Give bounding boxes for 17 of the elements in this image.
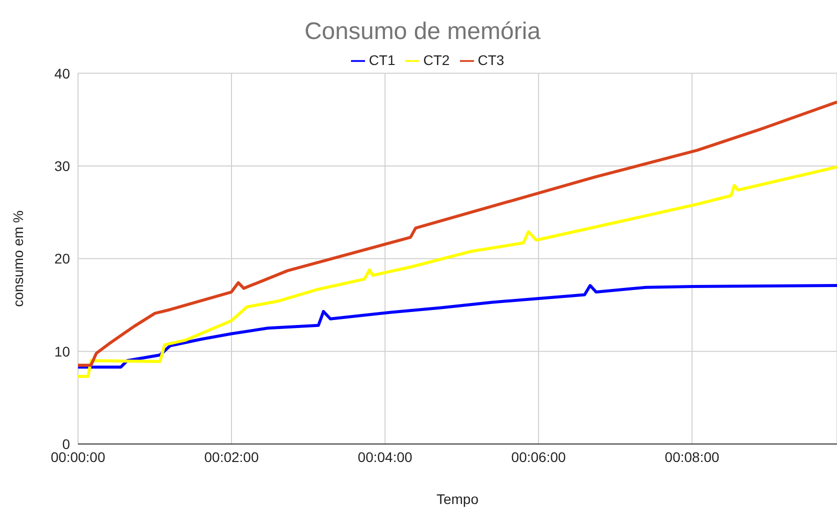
x-axis-title: Tempo — [436, 491, 479, 507]
line-series — [78, 165, 837, 378]
y-tick-label: 10 — [54, 343, 70, 360]
x-tick-label: 00:04:00 — [358, 448, 413, 465]
x-tick-label: 00:08:00 — [664, 448, 720, 465]
line-series — [78, 100, 837, 367]
legend-label: CT3 — [478, 52, 504, 68]
legend-label: CT2 — [423, 52, 450, 68]
x-tick-label: 00:06:00 — [511, 448, 566, 465]
line-series — [78, 284, 837, 369]
y-axis-title: consumo em % — [10, 210, 26, 307]
y-tick-label: 30 — [54, 158, 70, 174]
x-tick-label: 00:02:00 — [204, 448, 259, 465]
y-tick-label: 20 — [54, 250, 70, 267]
chart-title: Consumo de memória — [303, 17, 542, 47]
y-tick-label: 40 — [54, 65, 70, 82]
legend-label: CT1 — [368, 52, 396, 68]
